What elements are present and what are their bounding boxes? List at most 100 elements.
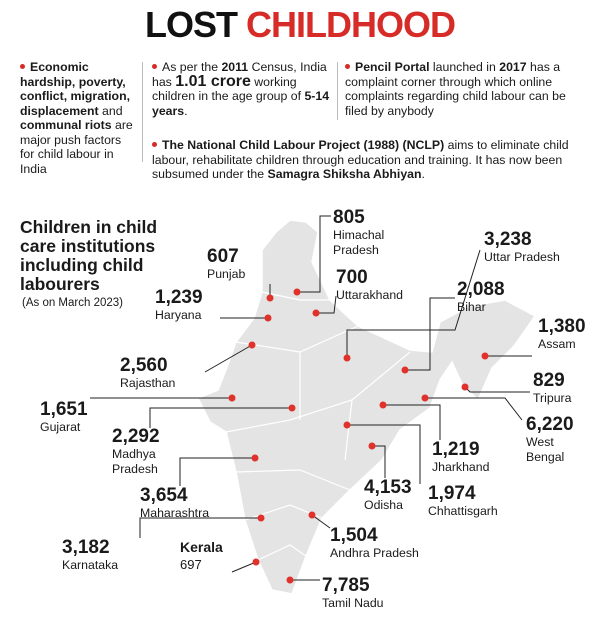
state-label: 6,220 West Bengal <box>526 415 588 465</box>
leader-line <box>311 514 331 529</box>
state-label: 2,560 Rajasthan <box>120 356 200 391</box>
state-count: 4,153 <box>364 477 412 498</box>
state-name: Maharashtra <box>140 506 210 520</box>
text: and <box>98 103 123 118</box>
state-name: Madhya Pradesh <box>112 447 158 476</box>
text: Census, India has <box>152 60 327 89</box>
text: launched in <box>429 60 500 74</box>
leader-line <box>347 424 421 484</box>
separator <box>142 62 143 162</box>
leader-line <box>149 407 292 428</box>
state-label: 2,292 Madhya Pradesh <box>112 427 174 477</box>
leader-line <box>297 215 331 293</box>
leader-line <box>316 295 337 314</box>
state-label: 7,785 Tamil Nadu <box>322 576 402 611</box>
state-count: 3,238 <box>484 229 532 250</box>
title-word: CHILDHOOD <box>246 4 456 45</box>
state-label: 1,219 Jharkhand <box>432 440 512 475</box>
state-name: Assam <box>538 337 576 351</box>
text: has a complaint corner through which onl… <box>345 60 566 118</box>
text: working children in the age group of <box>152 74 305 104</box>
state-count: 3,182 <box>62 537 110 558</box>
state-label: 700 Uttarakhand <box>336 268 426 303</box>
text: . <box>184 103 188 118</box>
state-marker <box>343 354 351 362</box>
bold-text: 2011 <box>221 60 249 74</box>
state-marker <box>421 394 429 402</box>
title: LOST CHILDHOOD <box>0 4 600 46</box>
leader-line <box>383 404 441 440</box>
state-count: 1,651 <box>40 399 88 420</box>
state-name: Uttarakhand <box>336 288 403 302</box>
state-marker <box>379 401 387 409</box>
state-count: 700 <box>336 267 368 288</box>
state-marker <box>481 352 489 360</box>
state-count: 1,504 <box>330 525 378 546</box>
state-label: 1,380 Assam <box>538 317 598 352</box>
leader-line <box>346 249 481 358</box>
state-label: 1,504 Andhra Pradesh <box>330 526 430 561</box>
bold-text: Pencil Portal <box>355 60 430 74</box>
state-count: 1,239 <box>155 287 203 308</box>
state-marker <box>461 383 469 391</box>
state-label: 3,238 Uttar Pradesh <box>484 230 599 265</box>
india-outline <box>196 219 537 595</box>
state-name: Bihar <box>457 300 486 314</box>
state-name: Uttar Pradesh <box>484 250 560 264</box>
leader-line <box>204 344 253 373</box>
state-count: 2,560 <box>120 355 168 376</box>
leader-line <box>139 517 261 538</box>
bold-text: 5-14 years <box>152 89 330 118</box>
state-count: 6,220 <box>526 414 574 435</box>
state-marker <box>288 404 296 412</box>
state-marker <box>286 576 294 584</box>
state-count: 2,292 <box>112 426 160 447</box>
state-marker <box>312 309 320 317</box>
text: aims to eliminate child labour, rehabili… <box>152 138 569 181</box>
state-count: 7,785 <box>322 575 370 596</box>
state-count: 607 <box>207 246 239 267</box>
state-label: 829 Tripura <box>533 371 593 406</box>
note: Pencil Portal launched in 2017 has a com… <box>345 60 590 118</box>
note: As per the 2011 Census, India has 1.01 c… <box>152 60 330 118</box>
state-label: Kerala 697 <box>180 540 240 575</box>
state-name: Gujarat <box>40 420 81 434</box>
bold-text: The National Child Labour Project (1988)… <box>162 138 445 152</box>
state-name: Jharkhand <box>432 460 490 474</box>
state-marker <box>401 366 409 374</box>
text: are major push factors for child labour … <box>20 118 133 176</box>
state-name: West Bengal <box>526 435 565 464</box>
bold-text: Economic hardship, poverty, conflict, mi… <box>20 60 130 118</box>
state-name: Kerala <box>180 539 223 555</box>
state-label: 2,088 Bihar <box>457 280 517 315</box>
state-name: Tamil Nadu <box>322 596 384 610</box>
bold-text: 2017 <box>499 60 527 74</box>
separator <box>337 62 338 120</box>
state-marker <box>257 514 265 522</box>
state-count: 697 <box>180 557 202 572</box>
state-count: 1,974 <box>428 483 476 504</box>
state-marker <box>252 558 260 566</box>
bold-text: 1.01 crore <box>175 72 251 90</box>
map-subheading: (As on March 2023) <box>22 297 123 309</box>
bold-text: communal riots <box>20 118 112 132</box>
state-marker <box>308 511 316 519</box>
state-label: 4,153 Odisha <box>364 478 424 513</box>
state-marker <box>251 454 259 462</box>
state-count: 1,219 <box>432 439 480 460</box>
note: Economic hardship, poverty, conflict, mi… <box>20 60 138 176</box>
state-name: Punjab <box>207 267 246 281</box>
leader-line <box>179 457 255 486</box>
state-label: 3,182 Karnataka <box>62 538 142 573</box>
state-marker <box>368 442 376 450</box>
state-name: Andhra Pradesh <box>330 546 419 560</box>
leader-line <box>425 397 523 421</box>
text: . <box>421 167 425 181</box>
text: As per the <box>162 60 222 74</box>
leader-line <box>372 445 386 478</box>
state-name: Karnataka <box>62 558 119 572</box>
note: The National Child Labour Project (1988)… <box>152 138 592 182</box>
state-marker <box>248 341 256 349</box>
